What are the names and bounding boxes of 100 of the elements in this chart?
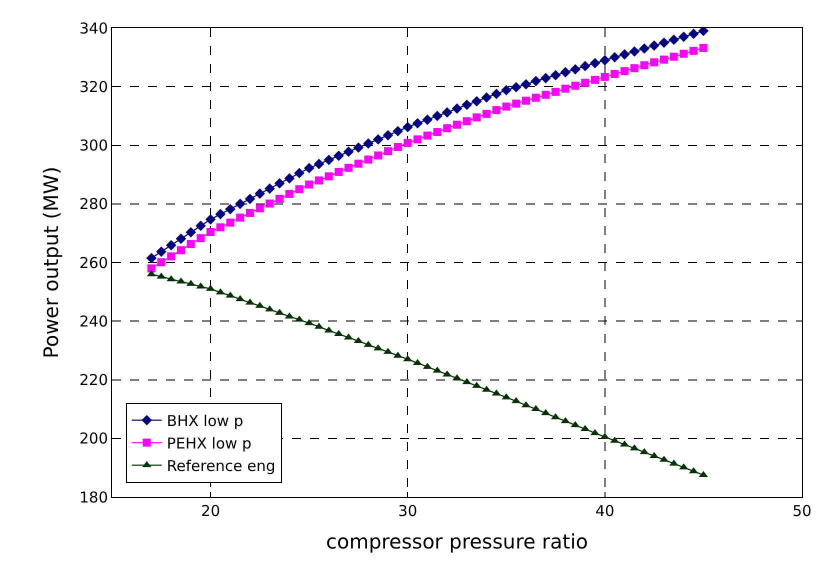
point	[186, 240, 195, 248]
legend-label: Reference eng	[166, 457, 276, 476]
point	[629, 46, 640, 57]
point	[482, 110, 491, 118]
point	[264, 183, 275, 194]
point	[176, 234, 186, 244]
point	[412, 118, 423, 128]
point	[234, 198, 246, 210]
point	[639, 43, 650, 54]
point	[382, 130, 394, 140]
point	[591, 76, 599, 84]
point	[581, 78, 590, 87]
point	[244, 194, 256, 204]
x-tick-label: 40	[595, 502, 614, 520]
point	[453, 120, 461, 129]
point	[334, 150, 344, 161]
point	[372, 134, 384, 145]
point	[658, 37, 670, 48]
point	[285, 190, 294, 198]
y-tick-label: 260	[79, 254, 108, 272]
point	[571, 82, 580, 90]
point	[363, 138, 374, 149]
point	[404, 138, 412, 147]
point	[266, 200, 274, 208]
point	[276, 194, 284, 203]
point	[304, 162, 314, 174]
point	[492, 106, 500, 114]
point	[392, 126, 404, 136]
point	[619, 49, 630, 60]
point	[225, 204, 236, 214]
point	[491, 88, 502, 100]
point	[423, 132, 432, 140]
point	[196, 234, 205, 242]
point	[256, 204, 264, 212]
point	[294, 168, 304, 178]
point	[432, 110, 442, 122]
point	[274, 178, 285, 189]
point	[699, 44, 708, 52]
point	[552, 88, 560, 96]
point	[660, 56, 668, 64]
point	[414, 135, 422, 144]
y-axis-title: Power output (MW)	[38, 166, 63, 358]
point	[147, 264, 156, 272]
point	[670, 52, 678, 61]
point	[305, 180, 314, 189]
point	[157, 258, 166, 266]
point	[502, 102, 510, 111]
point	[510, 82, 522, 92]
point	[196, 220, 206, 232]
point	[354, 160, 362, 168]
point	[353, 142, 364, 153]
point	[324, 172, 333, 180]
point	[532, 94, 540, 102]
point	[620, 67, 629, 76]
point	[688, 28, 699, 40]
point	[167, 252, 176, 260]
point	[374, 152, 382, 160]
point	[236, 214, 244, 222]
point	[481, 92, 492, 103]
y-tick-label: 280	[79, 195, 108, 214]
point	[561, 84, 570, 93]
point	[472, 96, 482, 106]
point	[600, 55, 610, 66]
point	[226, 218, 234, 227]
point	[452, 103, 462, 114]
x-tick-label: 50	[792, 502, 812, 520]
point	[512, 100, 520, 108]
point	[216, 223, 224, 232]
point	[394, 143, 402, 152]
point	[522, 96, 530, 105]
point	[640, 61, 648, 70]
point	[254, 188, 266, 199]
point	[205, 214, 216, 225]
point	[630, 64, 638, 72]
point	[462, 117, 471, 126]
point	[343, 146, 354, 157]
y-tick-label: 220	[79, 371, 108, 389]
y-tick-label: 200	[79, 430, 108, 448]
point	[501, 84, 512, 96]
x-tick-label: 20	[201, 502, 220, 520]
point	[186, 227, 196, 238]
point	[590, 58, 600, 68]
point	[442, 107, 452, 118]
point	[648, 40, 660, 51]
point	[166, 240, 176, 250]
point	[314, 158, 324, 170]
point	[650, 58, 658, 66]
point	[680, 50, 688, 58]
point	[610, 52, 620, 63]
x-tick-label: 30	[398, 502, 418, 520]
point	[560, 67, 571, 78]
point	[206, 228, 215, 236]
y-tick-label: 320	[79, 78, 108, 96]
point	[384, 147, 392, 156]
point	[295, 185, 304, 194]
y-tick-label: 300	[79, 136, 108, 154]
point	[668, 34, 680, 45]
legend-label: BHX low p	[166, 412, 244, 430]
point	[570, 64, 580, 75]
point	[156, 246, 166, 257]
